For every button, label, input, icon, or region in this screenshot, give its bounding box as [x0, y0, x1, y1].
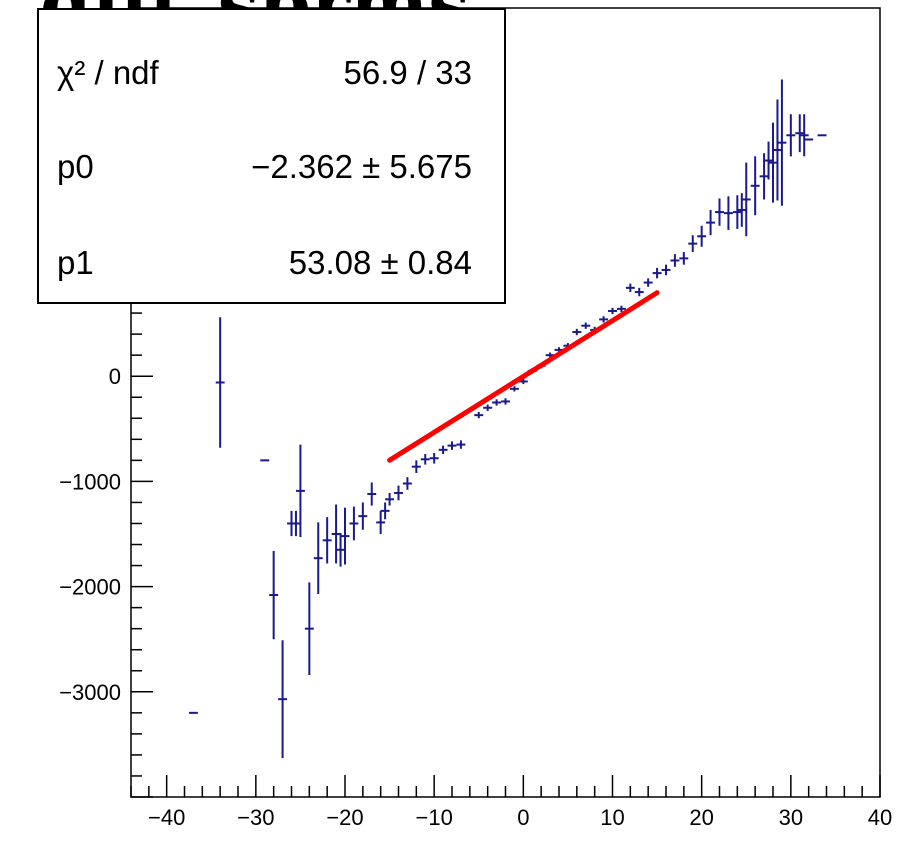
data-point [572, 328, 582, 336]
data-point [723, 196, 733, 230]
data-point [625, 283, 635, 293]
data-point [670, 254, 680, 267]
data-point [697, 225, 707, 247]
x-tick-label: −10 [416, 805, 453, 830]
data-point [773, 99, 782, 201]
data-point [456, 440, 466, 449]
data-point [269, 550, 279, 640]
data-point [786, 114, 796, 157]
data-point [768, 122, 778, 203]
data-point [358, 502, 368, 530]
stat-name-p1: p1 [57, 244, 94, 281]
x-tick-label: 10 [600, 805, 624, 830]
y-tick-label: −3000 [59, 680, 121, 705]
data-point [715, 198, 724, 226]
data-point [652, 267, 662, 279]
stat-name-chi2: χ² / ndf [57, 54, 159, 91]
stat-row-chi2: χ² / ndf 56.9 / 33 [39, 54, 504, 94]
x-tick-label: −30 [237, 805, 274, 830]
data-point [336, 532, 345, 567]
y-tick-label: −2000 [59, 575, 121, 600]
data-point [501, 398, 510, 405]
x-tick-label: 30 [779, 805, 803, 830]
y-tick-label: 0 [109, 364, 121, 389]
data-point [661, 264, 671, 276]
data-point [340, 507, 350, 565]
data-point [474, 411, 484, 419]
stat-row-p0: p0 −2.362 ± 5.675 [39, 148, 504, 188]
data-point [349, 506, 359, 541]
data-point [737, 193, 747, 227]
data-point [643, 278, 653, 287]
data-point [706, 209, 716, 236]
data-point [376, 510, 386, 534]
data-point [634, 287, 644, 297]
data-point [732, 195, 742, 229]
data-point [438, 445, 448, 455]
data-point [750, 156, 760, 216]
data-point [291, 510, 301, 537]
data-point [777, 79, 787, 206]
data-point [741, 162, 751, 237]
data-point [795, 114, 805, 153]
data-point [304, 582, 314, 675]
x-tick-label: −20 [326, 805, 363, 830]
data-point [492, 399, 502, 406]
data-point [688, 235, 698, 253]
data-point [420, 454, 430, 465]
data-point [518, 378, 528, 385]
data-point [799, 114, 809, 157]
data-point [367, 482, 377, 506]
data-point [380, 502, 390, 520]
data-point [394, 485, 403, 501]
data-point [313, 522, 323, 594]
fit-line [387, 290, 660, 463]
x-tick-label: 20 [689, 805, 713, 830]
data-point [411, 460, 421, 473]
data-point [616, 305, 626, 313]
fit-statistics-box: χ² / ndf 56.9 / 33 p0 −2.362 ± 5.675 p1 … [37, 8, 506, 304]
stat-name-p0: p0 [57, 148, 94, 185]
data-point [599, 316, 609, 323]
data-point [322, 517, 332, 564]
y-tick-label: −1000 [59, 469, 121, 494]
data-point [402, 477, 412, 490]
x-tick-label: 0 [517, 805, 529, 830]
data-point [679, 252, 689, 265]
data-point [295, 444, 305, 538]
data-point [278, 640, 288, 759]
stat-value-p0: −2.362 ± 5.675 [251, 148, 472, 185]
data-point [331, 504, 341, 564]
data-point [429, 452, 439, 464]
data-point [509, 386, 519, 392]
data-point [581, 322, 591, 329]
x-tick-label: −40 [148, 805, 185, 830]
data-point [483, 404, 493, 411]
stat-row-p1: p1 53.08 ± 0.84 [39, 244, 504, 284]
stat-value-p1: 53.08 ± 0.84 [288, 244, 472, 281]
data-point [385, 492, 395, 506]
stat-value-chi2: 56.9 / 33 [343, 54, 472, 91]
data-point [215, 317, 225, 448]
data-point [447, 441, 457, 450]
x-tick-label: 40 [868, 805, 892, 830]
data-point [608, 307, 617, 315]
data-point [764, 141, 773, 180]
